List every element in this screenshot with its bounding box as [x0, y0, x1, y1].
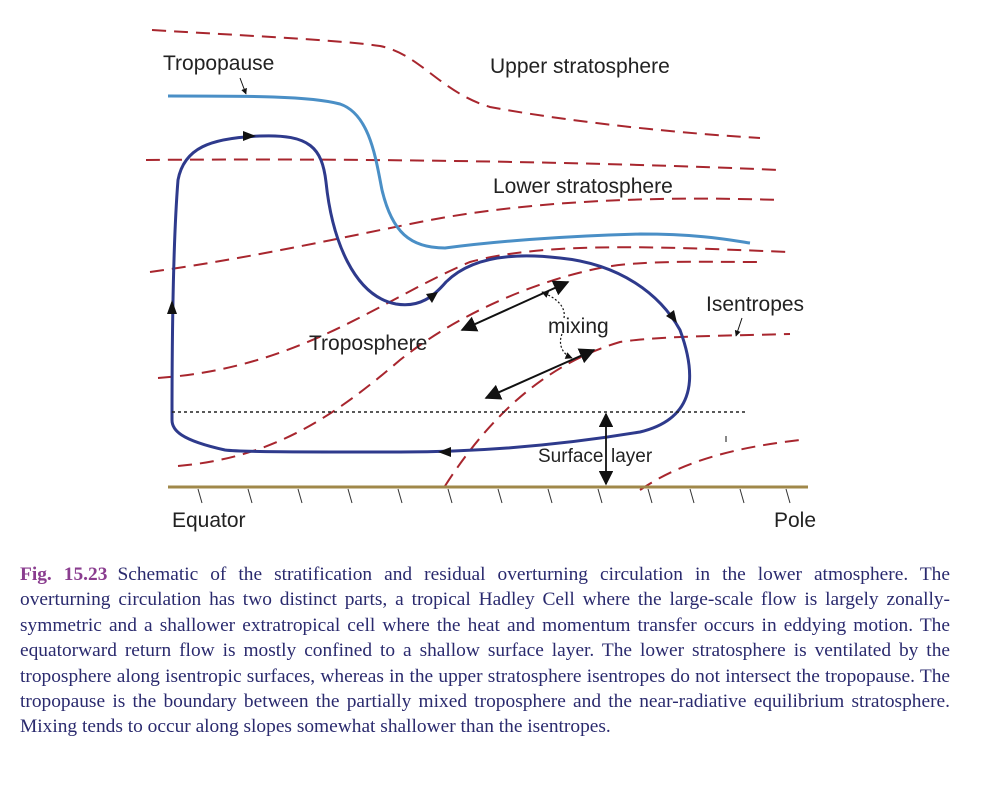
layer-label: layer	[611, 446, 653, 467]
isentrope-upper-2	[145, 158, 781, 171]
tropopause-leader	[239, 77, 247, 95]
tropopause-line	[167, 94, 751, 250]
isentropes	[145, 29, 801, 491]
lower-stratosphere-label: Lower stratosphere	[493, 175, 673, 198]
troposphere-label: Troposphere	[309, 332, 427, 355]
mixing-arrow-lower	[484, 348, 596, 400]
figure-caption: Fig. 15.23 Schematic of the stratificatio…	[20, 562, 950, 740]
atmosphere-circulation-diagram: Tropopause Upper stratosphere Lower stra…	[145, 29, 816, 532]
isentrope-upper-1	[151, 29, 761, 139]
arrow-right-mid	[426, 292, 438, 303]
isentropes-label: Isentropes	[706, 293, 804, 316]
arrow-right-top	[243, 131, 256, 141]
circulation-arrows	[167, 131, 677, 457]
isentrope-lower-2	[157, 246, 791, 379]
isentropes-leader	[734, 317, 743, 337]
mixing-pointer-upper	[541, 291, 565, 319]
surface-label: Surface	[538, 446, 603, 467]
isentrope-lower-1	[149, 197, 781, 273]
pole-label: Pole	[774, 509, 816, 532]
arrow-left-bottom	[438, 447, 451, 457]
isentrope-lower-3	[177, 260, 761, 467]
arrow-down-right	[666, 310, 677, 323]
figure-number: Fig. 15.23	[20, 564, 108, 585]
upper-stratosphere-label: Upper stratosphere	[490, 55, 670, 78]
mixing-label: mixing	[548, 315, 609, 338]
isentrope-lower-5	[639, 439, 801, 491]
mixing-arrow-upper	[460, 280, 570, 332]
tropopause-label: Tropopause	[163, 52, 274, 75]
isentrope-lower-4	[444, 333, 791, 487]
ground-hatching	[197, 488, 791, 504]
caption-text: Schematic of the stratification and resi…	[20, 564, 950, 738]
circulation-loop	[170, 134, 692, 454]
equator-label: Equator	[172, 509, 246, 532]
arrow-up-left	[167, 300, 177, 314]
